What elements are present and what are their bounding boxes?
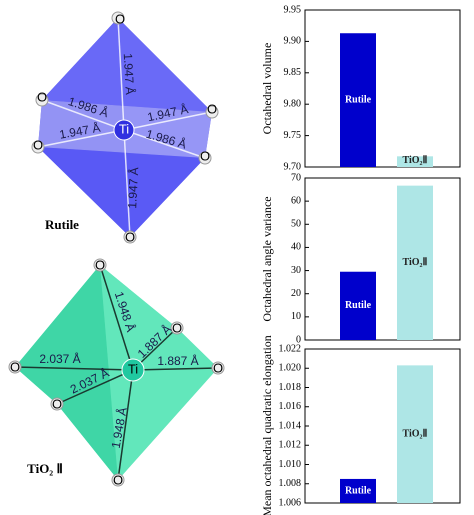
y-tick-label: 9.85 [284,67,302,78]
atom-label: O [95,257,105,272]
y-axis-label: Octahedral volume [260,43,274,135]
plot-frame [304,177,461,341]
y-tick-label: 1.022 [279,343,302,354]
diagram-title: TiO₂ Ⅱ [27,461,63,476]
atom-label: O [172,320,182,335]
y-tick-label: 30 [291,265,301,276]
bar [340,33,376,168]
atom-label: O [113,472,123,487]
bar [340,271,376,340]
atom-label: O [33,137,43,152]
atom-label: O [10,359,20,374]
y-tick-label: 9.80 [284,98,302,109]
bar [397,156,433,167]
y-axis-label: Octahedral angle variance [260,196,274,321]
y-tick-label: 1.016 [279,401,302,412]
bond-label: 2.037 Å [39,351,80,366]
y-tick-label: 9.95 [284,4,302,15]
atom-label: Ti [128,361,138,376]
y-tick-label: 1.014 [279,420,302,431]
category-label: Rutile [345,485,372,496]
y-tick-label: 10 [291,311,301,322]
bond-label: 1.947 Å [124,167,141,209]
y-tick-label: 60 [291,195,301,206]
atom-label: O [125,229,135,244]
y-tick-label: 9.75 [284,130,302,141]
diagram-title: Rutile [45,217,79,232]
bond-label: 1.947 Å [58,120,101,142]
y-tick-label: 1.010 [279,459,302,470]
y-tick-label: 50 [291,219,301,230]
y-axis-label: Mean octahedral quadratic elongation [260,335,274,515]
y-tick-label: 1.008 [279,478,302,489]
rutile-octahedron [31,11,219,244]
atom-label: O [200,148,210,163]
y-tick-label: 1.006 [279,497,302,508]
atom-label: O [213,360,223,375]
plot-frame [304,348,461,504]
atom-label: O [37,89,47,104]
category-label: TiO₂Ⅱ [403,257,428,268]
bar [340,478,376,503]
tio2-octahedron [8,258,225,487]
category-label: Rutile [345,94,372,105]
plot-frame [304,9,461,168]
category-label: TiO₂Ⅱ [403,428,428,439]
atom-label: Ti [119,121,129,136]
y-tick-label: 40 [291,242,301,253]
y-tick-label: 0 [296,334,301,345]
y-tick-label: 70 [291,172,301,183]
y-tick-label: 1.018 [279,382,302,393]
y-tick-label: 20 [291,288,301,299]
y-tick-label: 1.012 [279,440,302,451]
bond-label: 1.948 Å [108,406,130,449]
y-tick-label: 9.70 [284,161,302,172]
atom-label: O [52,396,62,411]
bar [397,185,433,340]
bond-label: 1.887 Å [157,353,198,368]
y-tick-label: 9.90 [284,36,302,47]
category-label: TiO₂Ⅱ [403,155,428,166]
atom-label: O [115,11,125,26]
y-tick-label: 1.020 [279,363,302,374]
bar [397,365,433,503]
atom-label: O [207,101,217,116]
bond-label: 1.947 Å [121,53,138,95]
category-label: Rutile [345,300,372,311]
